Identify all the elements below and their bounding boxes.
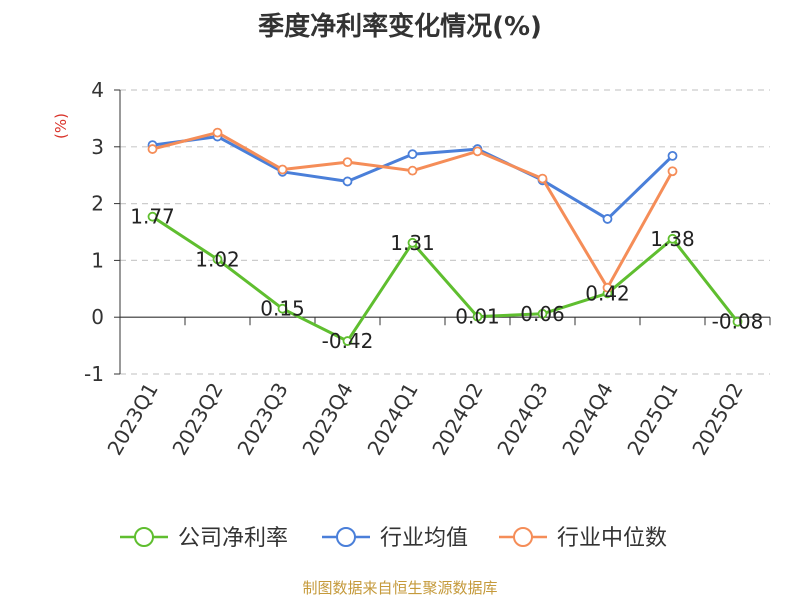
data-point (602, 214, 613, 224)
data-point (147, 211, 158, 222)
legend-marker (134, 527, 154, 547)
data-point (667, 150, 678, 161)
data-point (602, 282, 613, 293)
x-tick-label: 2024Q2 (427, 379, 487, 460)
x-tick-label: 2025Q1 (622, 379, 682, 460)
data-point (472, 146, 483, 157)
y-tick-label: -1 (84, 362, 104, 386)
data-label: -0.08 (712, 310, 764, 334)
chart-title: 季度净利率变化情况(%) (258, 12, 542, 42)
x-tick-label: 2023Q3 (232, 379, 292, 460)
series-line-1 (151, 215, 739, 343)
series-line-2 (152, 135, 674, 221)
x-tick-label: 2024Q1 (362, 379, 422, 460)
data-point (472, 311, 483, 322)
x-tick-label: 2024Q3 (492, 379, 552, 460)
data-label: 1.02 (195, 247, 240, 271)
data-point (732, 316, 743, 327)
x-tick-label: 2025Q2 (687, 379, 747, 460)
y-axis-label: (%) (52, 113, 70, 139)
y-tick-label: 0 (91, 305, 104, 329)
x-tick-label: 2023Q1 (102, 379, 162, 460)
data-point (212, 254, 223, 265)
data-label: 1.38 (650, 227, 695, 251)
data-point (407, 237, 418, 248)
data-point (342, 157, 353, 168)
x-tick-label: 2023Q2 (167, 379, 227, 460)
x-tick-label: 2024Q4 (557, 379, 617, 460)
legend-item-2: 行业均值 (322, 526, 468, 551)
data-label: -0.42 (322, 329, 374, 353)
y-tick-label: 2 (91, 192, 104, 216)
data-point (667, 233, 678, 244)
y-tick-label: 1 (91, 248, 104, 272)
legend-label: 行业中位数 (557, 526, 667, 551)
y-tick-label: 3 (91, 135, 104, 159)
data-point (277, 164, 288, 175)
x-tick-label: 2023Q4 (297, 379, 357, 460)
data-point (667, 166, 678, 177)
data-label: 0.42 (585, 281, 630, 305)
y-tick-label: 4 (91, 78, 104, 102)
data-point (147, 144, 158, 154)
data-point (407, 149, 418, 160)
data-point (537, 308, 548, 319)
legend-marker (513, 527, 533, 547)
data-point (277, 303, 288, 314)
data-label: 1.77 (130, 205, 175, 229)
data-point (407, 165, 418, 176)
legend-item-3: 行业中位数 (499, 526, 667, 551)
data-point (537, 173, 548, 184)
data-label: 0.15 (260, 297, 305, 321)
legend-label: 公司净利率 (178, 526, 288, 551)
data-point (342, 336, 353, 346)
data-label: 0.06 (520, 302, 565, 326)
data-point (212, 127, 223, 138)
legend-marker (336, 527, 356, 547)
data-source-note: 制图数据来自恒生聚源数据库 (302, 579, 498, 597)
data-label: 0.01 (455, 305, 500, 329)
legend-item-1: 公司净利率 (120, 526, 288, 551)
legend-label: 行业均值 (380, 526, 468, 551)
data-label: 1.31 (390, 231, 435, 255)
data-point (342, 176, 353, 187)
